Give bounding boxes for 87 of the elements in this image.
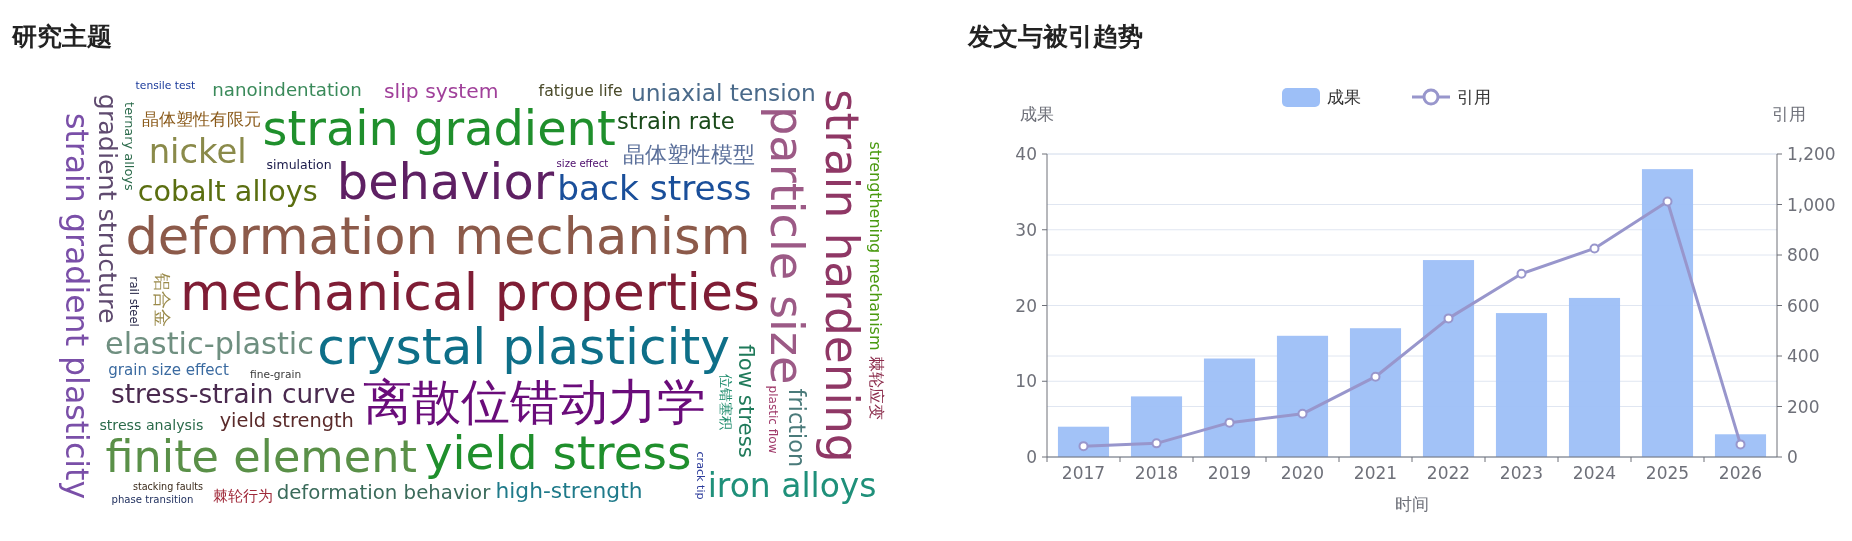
text: strain gradient plasticity (59, 112, 96, 500)
text: 铝合金 (152, 271, 173, 327)
x-tick-label: 2026 (1718, 463, 1763, 483)
text: flow stress (733, 344, 759, 458)
text: stress-strain curve (111, 379, 356, 410)
text: slip system (384, 78, 499, 103)
text: fine-grain (250, 367, 302, 381)
point (1735, 439, 1746, 450)
bar (1057, 426, 1110, 457)
y-tick-label: 0 (1026, 447, 1037, 467)
y-tick-label: 40 (1015, 144, 1037, 164)
text: deformation behavior (276, 481, 492, 505)
text: strain rate (617, 108, 735, 135)
bar (1641, 169, 1694, 457)
text: plastic flow (766, 385, 781, 454)
text: ternary alloys (122, 102, 138, 191)
text: fatigue life (538, 81, 623, 101)
point (1224, 417, 1235, 428)
text: strain hardening (814, 88, 868, 463)
y-tick-label: 30 (1015, 219, 1037, 240)
point (1370, 371, 1381, 382)
y2-tick-label: 600 (1787, 295, 1820, 316)
legend-label: 成果 (1327, 87, 1361, 107)
text: stacking faults (132, 481, 204, 493)
y2-tick-label: 200 (1787, 396, 1820, 417)
text: stress analysis (99, 417, 204, 434)
text: strain gradient (262, 101, 616, 157)
text: 晶体塑性模型 (622, 140, 755, 167)
bar (1714, 434, 1767, 457)
text: 棘轮应变 (866, 355, 886, 420)
text: nickel (148, 131, 247, 171)
text: elastic-plastic (105, 326, 314, 362)
y2-tick-label: 800 (1787, 245, 1820, 265)
point (1443, 313, 1454, 324)
chart-title: 发文与被引趋势 (967, 22, 1143, 51)
text: nanoindentation (212, 79, 362, 101)
text: 研究主题 (11, 22, 112, 51)
y2-axis-title: 引用 (1772, 104, 1806, 124)
y2-tick-label: 0 (1787, 447, 1798, 467)
text: simulation (266, 157, 332, 173)
bar (1349, 328, 1402, 457)
bar (1495, 313, 1548, 457)
bar (1276, 335, 1329, 457)
x-tick-label: 2017 (1061, 463, 1106, 483)
text: iron alloys (707, 466, 877, 506)
text: yield strength (219, 409, 354, 433)
bar (1422, 260, 1475, 457)
x-tick-label: 2020 (1280, 463, 1325, 483)
text: rail steel (126, 276, 141, 327)
text: 棘轮行为 (212, 486, 273, 505)
x-tick-label: 2018 (1134, 463, 1179, 483)
x-tick-label: 2023 (1499, 463, 1544, 483)
text: 位错塞积 (718, 374, 735, 431)
text: strengthening mechanism (866, 141, 886, 351)
point (1297, 408, 1308, 419)
point (1151, 438, 1162, 449)
text: phase transition (111, 494, 194, 506)
y2-tick-label: 1,200 (1787, 144, 1836, 164)
x-tick-label: 2019 (1207, 463, 1252, 483)
point (1589, 243, 1600, 254)
text: grain size effect (108, 360, 229, 379)
bar (1568, 297, 1621, 457)
point (1662, 196, 1673, 207)
x-tick-label: 2024 (1572, 463, 1617, 483)
point (1516, 268, 1527, 279)
text: cobalt alloys (137, 173, 318, 208)
text: friction (784, 388, 811, 468)
y-axis-title: 成果 (1020, 104, 1054, 124)
text: crack tip (693, 451, 707, 500)
text: back stress (557, 167, 752, 208)
text: uniaxial tension (631, 78, 816, 106)
point (1078, 441, 1089, 452)
x-tick-label: 2021 (1353, 463, 1398, 483)
text: tensile test (135, 79, 196, 93)
x-axis-title: 时间 (1395, 494, 1429, 514)
y2-tick-label: 400 (1787, 346, 1820, 366)
y2-tick-label: 1,000 (1787, 194, 1836, 215)
text: 晶体塑性有限元 (141, 108, 261, 129)
text: particle size (759, 106, 814, 385)
bar (1130, 396, 1183, 457)
y-tick-label: 20 (1015, 295, 1037, 316)
text: size effect (556, 157, 609, 169)
y-tick-label: 10 (1015, 371, 1037, 392)
x-tick-label: 2022 (1426, 463, 1471, 483)
bar (1203, 358, 1256, 457)
x-tick-label: 2025 (1645, 463, 1690, 483)
legend-label: 引用 (1457, 87, 1491, 107)
